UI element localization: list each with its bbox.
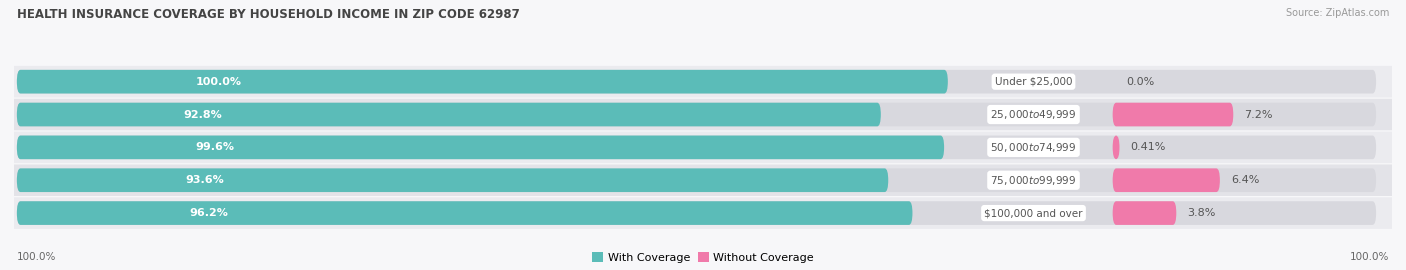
- FancyBboxPatch shape: [17, 136, 1376, 159]
- Text: 100.0%: 100.0%: [17, 252, 56, 262]
- Text: $75,000 to $99,999: $75,000 to $99,999: [990, 174, 1077, 187]
- FancyBboxPatch shape: [1112, 136, 1119, 159]
- Text: 6.4%: 6.4%: [1232, 175, 1260, 185]
- Text: 96.2%: 96.2%: [190, 208, 228, 218]
- FancyBboxPatch shape: [17, 201, 912, 225]
- FancyBboxPatch shape: [1112, 168, 1220, 192]
- Text: 100.0%: 100.0%: [1350, 252, 1389, 262]
- Text: $50,000 to $74,999: $50,000 to $74,999: [990, 141, 1077, 154]
- FancyBboxPatch shape: [4, 99, 1402, 130]
- FancyBboxPatch shape: [17, 201, 1376, 225]
- FancyBboxPatch shape: [17, 70, 1376, 93]
- Text: 93.6%: 93.6%: [184, 175, 224, 185]
- Text: $100,000 and over: $100,000 and over: [984, 208, 1083, 218]
- Text: 99.6%: 99.6%: [195, 142, 233, 152]
- Text: 3.8%: 3.8%: [1188, 208, 1216, 218]
- FancyBboxPatch shape: [1112, 103, 1233, 126]
- FancyBboxPatch shape: [17, 168, 889, 192]
- Text: $25,000 to $49,999: $25,000 to $49,999: [990, 108, 1077, 121]
- FancyBboxPatch shape: [17, 103, 1376, 126]
- Text: Under $25,000: Under $25,000: [995, 77, 1073, 87]
- Text: 100.0%: 100.0%: [195, 77, 242, 87]
- Legend: With Coverage, Without Coverage: With Coverage, Without Coverage: [588, 248, 818, 267]
- Text: 0.0%: 0.0%: [1126, 77, 1154, 87]
- FancyBboxPatch shape: [1112, 201, 1177, 225]
- FancyBboxPatch shape: [17, 168, 1376, 192]
- FancyBboxPatch shape: [4, 197, 1402, 229]
- FancyBboxPatch shape: [4, 66, 1402, 97]
- FancyBboxPatch shape: [17, 70, 948, 93]
- FancyBboxPatch shape: [17, 103, 880, 126]
- Text: 92.8%: 92.8%: [184, 110, 222, 120]
- Text: Source: ZipAtlas.com: Source: ZipAtlas.com: [1285, 8, 1389, 18]
- FancyBboxPatch shape: [4, 164, 1402, 196]
- FancyBboxPatch shape: [4, 131, 1402, 163]
- Text: HEALTH INSURANCE COVERAGE BY HOUSEHOLD INCOME IN ZIP CODE 62987: HEALTH INSURANCE COVERAGE BY HOUSEHOLD I…: [17, 8, 520, 21]
- Text: 7.2%: 7.2%: [1244, 110, 1272, 120]
- Text: 0.41%: 0.41%: [1130, 142, 1166, 152]
- FancyBboxPatch shape: [17, 136, 945, 159]
